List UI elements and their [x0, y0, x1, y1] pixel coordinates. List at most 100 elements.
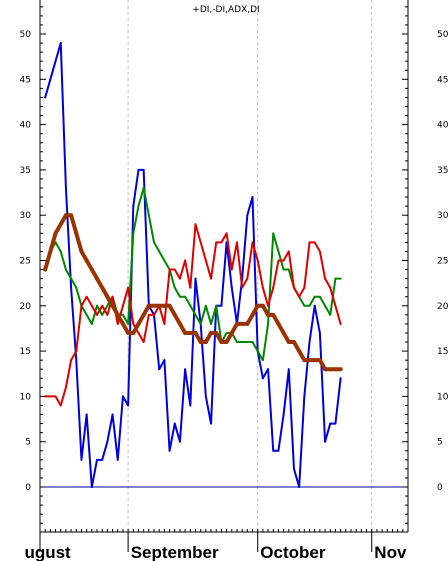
data-point	[96, 313, 99, 316]
data-point	[333, 367, 338, 372]
data-point	[63, 213, 68, 218]
data-point	[260, 303, 265, 308]
data-point	[53, 231, 58, 236]
data-point	[267, 368, 270, 371]
y-tick-label-right: 30	[437, 211, 448, 221]
data-point	[220, 304, 223, 307]
data-point	[287, 268, 290, 271]
data-point	[292, 467, 295, 470]
data-point	[158, 250, 161, 253]
data-point	[126, 330, 131, 335]
data-point	[120, 321, 125, 326]
data-point	[308, 304, 311, 307]
data-point	[225, 232, 228, 235]
data-point	[286, 340, 291, 345]
data-point	[313, 241, 316, 244]
data-point	[189, 304, 192, 307]
data-point	[251, 196, 254, 199]
data-point	[48, 249, 53, 254]
data-point	[261, 377, 264, 380]
data-point	[115, 312, 120, 317]
data-point	[230, 286, 233, 289]
data-point	[162, 303, 167, 308]
data-point	[85, 313, 88, 316]
data-point	[105, 294, 110, 299]
data-point	[158, 368, 161, 371]
series-line	[44, 187, 342, 362]
data-point	[183, 330, 188, 335]
data-point	[267, 304, 270, 307]
data-point	[177, 321, 182, 326]
data-point	[178, 295, 181, 298]
data-point	[261, 359, 264, 362]
y-tick-label-right: 35	[437, 166, 448, 176]
data-point	[334, 277, 337, 280]
data-point	[146, 303, 151, 308]
data-point	[184, 368, 187, 371]
data-point	[142, 168, 145, 171]
data-point	[58, 222, 63, 227]
data-point	[85, 413, 88, 416]
data-point	[147, 313, 150, 316]
y-tick-label-left: 0	[25, 483, 31, 493]
data-point	[193, 330, 198, 335]
data-point	[245, 321, 250, 326]
y-tick-label-left: 10	[20, 392, 32, 402]
data-point	[194, 277, 197, 280]
data-point	[302, 358, 307, 363]
data-point	[147, 214, 150, 217]
data-point	[172, 312, 177, 317]
data-point	[70, 277, 73, 280]
data-point	[230, 268, 233, 271]
data-point	[198, 340, 203, 345]
data-point	[272, 286, 275, 289]
data-point	[324, 304, 327, 307]
data-point	[271, 312, 276, 317]
data-point	[241, 341, 244, 344]
data-point	[256, 350, 259, 353]
y-tick-label-right: 50	[437, 30, 448, 40]
data-point	[189, 286, 192, 289]
data-point	[80, 458, 83, 461]
data-point	[291, 340, 296, 345]
data-point	[101, 313, 104, 316]
data-point	[54, 60, 57, 63]
series-line	[44, 223, 342, 407]
data-point	[292, 286, 295, 289]
y-tick-label-right: 20	[437, 302, 448, 312]
data-point	[59, 42, 62, 45]
data-point	[250, 312, 255, 317]
data-point	[282, 268, 285, 271]
data-point	[70, 286, 73, 289]
data-point	[96, 304, 99, 307]
data-point	[194, 313, 197, 316]
data-point	[312, 358, 317, 363]
data-point	[49, 78, 52, 81]
data-point	[163, 359, 166, 362]
data-point	[241, 286, 244, 289]
data-point	[303, 304, 306, 307]
data-point	[334, 304, 337, 307]
data-point	[106, 313, 109, 316]
data-point	[277, 250, 280, 253]
data-point	[307, 358, 312, 363]
data-point	[204, 304, 207, 307]
data-point	[215, 241, 218, 244]
data-point	[116, 458, 119, 461]
data-point	[214, 330, 219, 335]
data-point	[303, 286, 306, 289]
data-point	[204, 395, 207, 398]
data-point	[137, 205, 140, 208]
data-point	[80, 304, 83, 307]
data-point	[167, 303, 172, 308]
data-point	[194, 223, 197, 226]
data-point	[318, 331, 321, 334]
series-line	[43, 213, 343, 372]
data-point	[224, 340, 229, 345]
data-point	[127, 286, 130, 289]
data-point	[121, 313, 124, 316]
data-point	[287, 368, 290, 371]
month-label: October	[260, 543, 326, 561]
data-point	[328, 367, 333, 372]
data-point	[184, 295, 187, 298]
